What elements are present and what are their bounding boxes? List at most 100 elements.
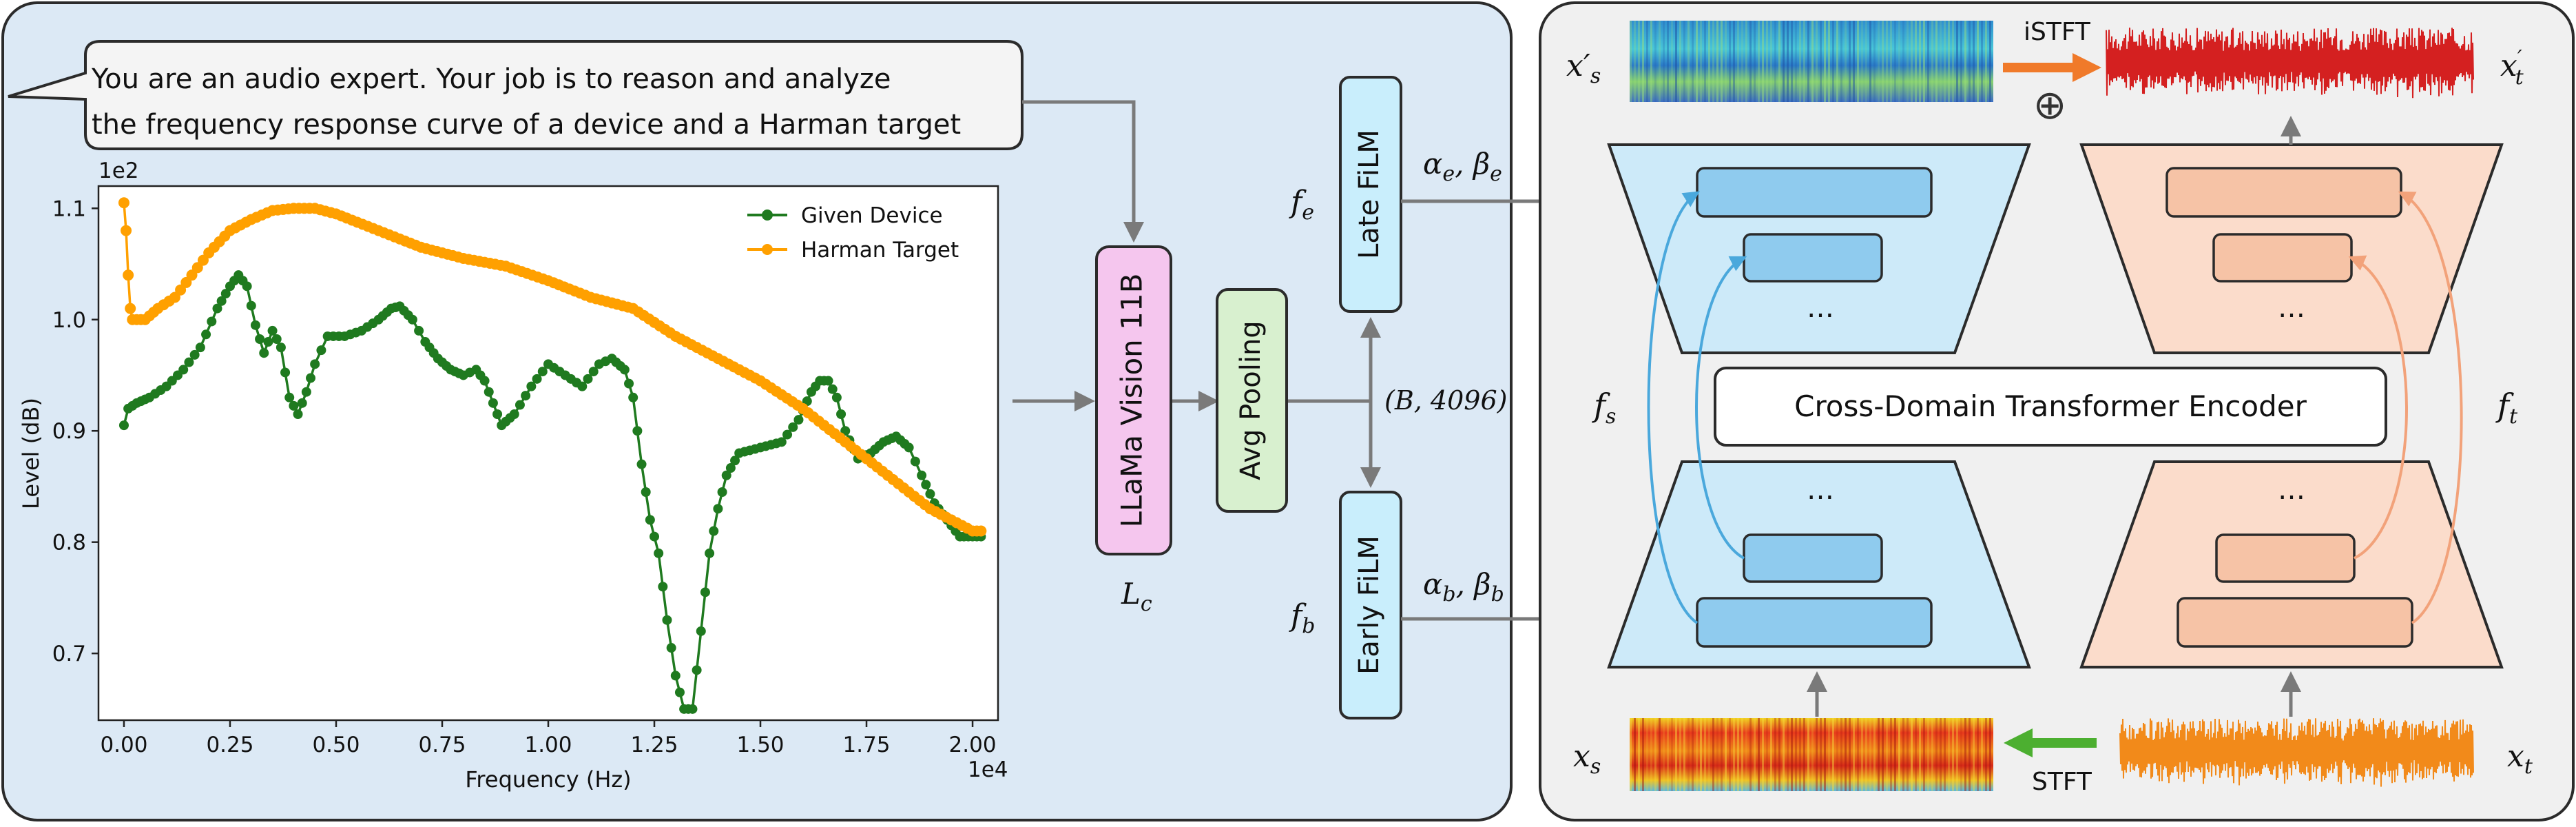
- series-point-0: [178, 365, 189, 375]
- x-tick-label: 0.25: [206, 733, 253, 757]
- spectrogram-stripe: [1952, 718, 1954, 791]
- spectrogram-stripe: [1783, 718, 1785, 791]
- series-point-0: [284, 392, 295, 402]
- spectrogram-stripe: [1898, 21, 1900, 102]
- series-point-0: [526, 381, 537, 391]
- spectrogram-stripe: [1935, 21, 1938, 102]
- spectrogram-stripe: [1886, 21, 1888, 102]
- x-tick-label: 2.00: [949, 733, 997, 757]
- y-axis-multiplier: 1e2: [98, 159, 139, 183]
- spectrogram-stripe: [1638, 718, 1640, 791]
- spectrogram-stripe: [1650, 21, 1652, 102]
- spectrogram-stripe: [1762, 718, 1764, 791]
- spectrogram-stripe: [1882, 718, 1884, 791]
- target-decoder-bar-1: [2165, 167, 2402, 218]
- spectrogram-stripe: [1836, 21, 1838, 102]
- spectrogram-stripe: [1795, 718, 1797, 791]
- legend-marker-harman-target: [762, 244, 773, 255]
- spectrogram-stripe: [1758, 718, 1760, 791]
- spectrogram-stripe: [1774, 21, 1776, 102]
- spectrogram-stripe: [1749, 21, 1752, 102]
- spectrogram-stripe: [1712, 21, 1714, 102]
- spectrogram-stripe: [1754, 21, 1756, 102]
- spectrogram-stripe: [1634, 718, 1636, 791]
- series-point-0: [310, 359, 320, 369]
- y-tick-label: 0.9: [52, 419, 86, 444]
- spectrogram-stripe: [1675, 718, 1677, 791]
- spectrogram-stripe: [1853, 718, 1855, 791]
- spectrogram-stripe: [1861, 21, 1863, 102]
- series-point-0: [619, 365, 630, 375]
- spectrogram-stripe: [1692, 21, 1694, 102]
- spectrogram-stripe: [1687, 718, 1690, 791]
- spectrogram-stripe: [1956, 718, 1958, 791]
- late-film-label: Late FiLM: [1353, 130, 1385, 259]
- spectrogram-stripe: [1861, 718, 1863, 791]
- istft-label: iSTFT: [2024, 18, 2091, 46]
- spectrogram-stripe: [1927, 718, 1929, 791]
- spectrogram-stripe: [1634, 21, 1636, 102]
- series-point-1: [118, 197, 129, 209]
- series-point-0: [836, 409, 846, 419]
- spectrogram-stripe: [1869, 21, 1871, 102]
- spectrogram-stripe: [1675, 21, 1677, 102]
- spectrogram-stripe: [1894, 718, 1896, 791]
- x-tick-label: 1.25: [630, 733, 678, 757]
- spectrogram-stripe: [1931, 21, 1933, 102]
- spectrogram-stripe: [1911, 718, 1913, 791]
- series-point-1: [123, 269, 134, 281]
- series-point-0: [713, 504, 723, 514]
- series-point-0: [532, 374, 542, 384]
- series-point-0: [721, 470, 731, 480]
- spectrogram-stripe: [1845, 21, 1847, 102]
- spectrogram-stripe: [1857, 21, 1859, 102]
- spectrogram-stripe: [1774, 718, 1776, 791]
- xs-prime-spectrogram: [1630, 21, 1993, 102]
- spectrogram-stripe: [1663, 718, 1665, 791]
- spectrogram-stripe: [1836, 718, 1838, 791]
- spectrogram-stripe: [1944, 21, 1946, 102]
- series-point-0: [414, 325, 424, 336]
- skip-arrow-blue-inner: [1695, 256, 1747, 560]
- spectrogram-stripe: [1807, 718, 1809, 791]
- source-decoder-bar-2: [1743, 233, 1883, 283]
- spectrogram-stripe: [1981, 718, 1983, 791]
- loss-label: Lc: [1121, 577, 1152, 616]
- spectrogram-stripe: [1894, 21, 1896, 102]
- spectrogram-stripe: [1832, 718, 1834, 791]
- xs-label: xs: [1573, 739, 1601, 779]
- series-point-0: [904, 442, 914, 453]
- x-tick-label: 1.75: [843, 733, 891, 757]
- spectrogram-stripe: [1646, 21, 1648, 102]
- spectrogram-stripe: [1799, 718, 1801, 791]
- spectrogram-stripe: [1700, 21, 1702, 102]
- y-axis-label: Level (dB): [18, 398, 44, 509]
- spectrogram-stripe: [1758, 21, 1760, 102]
- spectrogram-stripe: [1952, 21, 1954, 102]
- source-decoder-bar-1: [1696, 167, 1933, 218]
- spectrogram-stripe: [1873, 21, 1876, 102]
- spectrogram-stripe: [1828, 718, 1830, 791]
- spectrogram-stripe: [1745, 718, 1747, 791]
- series-point-0: [636, 459, 647, 469]
- transformer-label: Cross-Domain Transformer Encoder: [1794, 389, 2307, 423]
- series-point-0: [776, 437, 787, 447]
- spectrogram-stripe: [1708, 21, 1710, 102]
- spectrogram-stripe: [1964, 21, 1966, 102]
- series-point-0: [316, 345, 326, 356]
- xt-label: xt: [2507, 739, 2533, 779]
- series-point-0: [492, 409, 503, 419]
- spectrogram-stripe: [1886, 718, 1888, 791]
- spectrogram-stripe: [1770, 718, 1772, 791]
- oplus-symbol: ⊕: [2033, 81, 2067, 128]
- spectrogram-stripe: [1646, 718, 1648, 791]
- spectrogram-stripe: [1667, 718, 1669, 791]
- spectrogram-stripe: [1650, 718, 1652, 791]
- series-point-0: [725, 463, 736, 473]
- early-film-label: Early FiLM: [1353, 535, 1385, 675]
- spectrogram-stripe: [1923, 21, 1925, 102]
- series-point-0: [407, 314, 417, 325]
- spectrogram-stripe: [1973, 718, 1975, 791]
- spectrogram-stripe: [1907, 718, 1909, 791]
- skip-arrow-salmon-inner: [2348, 255, 2408, 560]
